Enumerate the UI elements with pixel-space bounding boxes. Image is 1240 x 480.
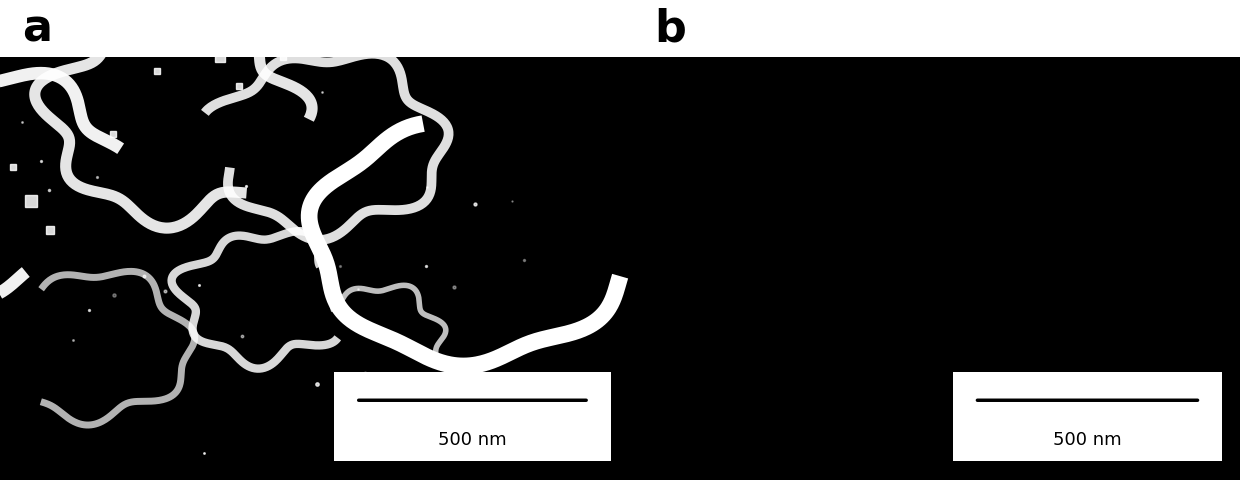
- Text: 500 nm: 500 nm: [438, 430, 507, 447]
- Text: b: b: [655, 7, 686, 50]
- FancyBboxPatch shape: [954, 372, 1221, 461]
- FancyBboxPatch shape: [630, 0, 1240, 58]
- FancyBboxPatch shape: [0, 0, 630, 58]
- FancyBboxPatch shape: [334, 372, 611, 461]
- Text: 500 nm: 500 nm: [1053, 430, 1122, 447]
- Text: a: a: [22, 7, 52, 50]
